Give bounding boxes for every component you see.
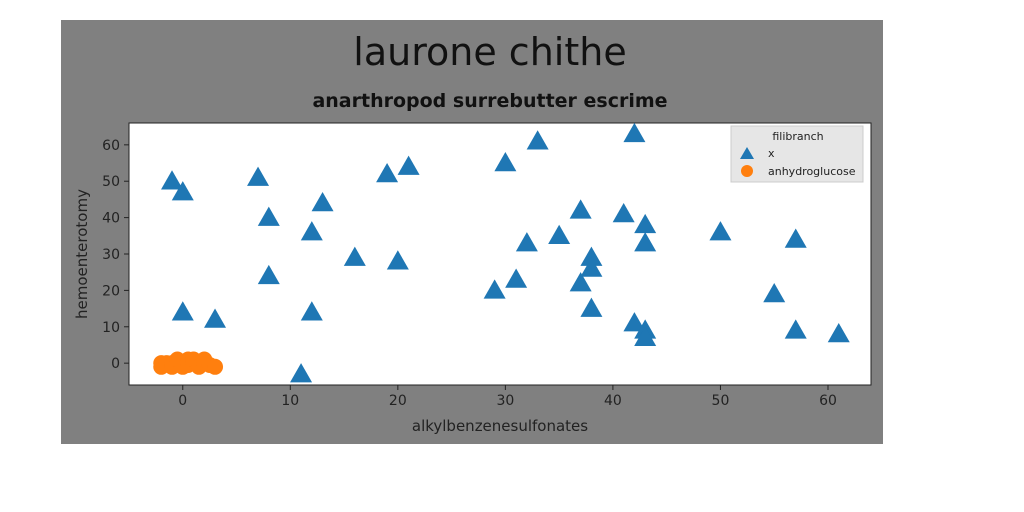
chart-figure: laurone chithe anarthropod surrebutter e… bbox=[61, 20, 883, 444]
x-tick-label: 40 bbox=[604, 393, 622, 409]
point-x bbox=[623, 122, 646, 143]
point-x bbox=[569, 272, 592, 292]
y-tick-label: 60 bbox=[102, 138, 120, 154]
point-x bbox=[290, 363, 313, 383]
point-x bbox=[386, 250, 409, 270]
point-x bbox=[300, 301, 323, 321]
point-x bbox=[827, 323, 850, 343]
legend-marker-anhydroglucose bbox=[741, 165, 753, 177]
point-x bbox=[247, 166, 270, 186]
point-x bbox=[300, 221, 323, 241]
point-x bbox=[505, 268, 528, 288]
y-tick-label: 10 bbox=[102, 320, 120, 336]
point-x bbox=[171, 301, 194, 321]
point-x bbox=[257, 264, 280, 285]
legend-title: filibranch bbox=[772, 130, 823, 143]
point-x bbox=[494, 152, 517, 172]
point-x bbox=[580, 257, 603, 277]
point-anhydroglucose bbox=[207, 358, 224, 375]
legend-box bbox=[730, 125, 864, 183]
scatter-chart: laurone chithe anarthropod surrebutter e… bbox=[61, 20, 883, 444]
legend-label-x: x bbox=[768, 147, 775, 160]
legend-label-anhydroglucose: anhydroglucose bbox=[768, 165, 856, 178]
point-x bbox=[580, 246, 603, 266]
point-x bbox=[784, 228, 807, 248]
point-x bbox=[580, 297, 603, 317]
point-x bbox=[311, 192, 334, 212]
chart-title: laurone chithe bbox=[353, 30, 626, 74]
x-axis-ticks: 0 10 20 30 40 50 60 bbox=[178, 385, 837, 409]
point-x bbox=[623, 312, 646, 332]
point-x bbox=[204, 308, 227, 328]
x-tick-label: 50 bbox=[712, 393, 730, 409]
point-x bbox=[784, 319, 807, 339]
y-tick-label: 20 bbox=[102, 283, 120, 299]
y-tick-label: 0 bbox=[111, 356, 120, 372]
point-x bbox=[634, 326, 657, 346]
point-x bbox=[612, 202, 635, 223]
x-tick-label: 10 bbox=[281, 393, 299, 409]
legend-marker-x bbox=[740, 147, 754, 159]
point-x bbox=[483, 279, 506, 299]
point-x bbox=[257, 206, 280, 226]
x-tick-label: 30 bbox=[496, 393, 514, 409]
point-x bbox=[161, 170, 184, 190]
x-axis-label: alkylbenzenesulfonates bbox=[412, 417, 588, 435]
y-axis-label: hemoenterotomy bbox=[73, 189, 91, 319]
point-x bbox=[515, 232, 538, 252]
x-tick-label: 60 bbox=[819, 393, 837, 409]
point-x bbox=[343, 246, 366, 266]
point-x bbox=[397, 155, 420, 175]
y-tick-label: 30 bbox=[102, 247, 120, 263]
y-tick-label: 50 bbox=[102, 174, 120, 190]
y-axis-ticks: 0 10 20 30 40 50 60 bbox=[102, 138, 129, 372]
point-x bbox=[634, 232, 657, 252]
point-x bbox=[709, 221, 732, 241]
point-x bbox=[548, 224, 571, 245]
chart-subtitle: anarthropod surrebutter escrime bbox=[312, 90, 667, 112]
point-x bbox=[569, 199, 592, 219]
point-x bbox=[526, 130, 549, 150]
data-points bbox=[153, 122, 850, 383]
x-tick-label: 0 bbox=[178, 393, 187, 409]
legend: filibranch x anhydroglucose bbox=[730, 125, 864, 183]
point-x bbox=[376, 162, 399, 183]
point-x bbox=[763, 283, 786, 303]
x-tick-label: 20 bbox=[389, 393, 407, 409]
y-tick-label: 40 bbox=[102, 211, 120, 227]
point-x bbox=[634, 213, 657, 234]
point-x bbox=[171, 181, 194, 201]
